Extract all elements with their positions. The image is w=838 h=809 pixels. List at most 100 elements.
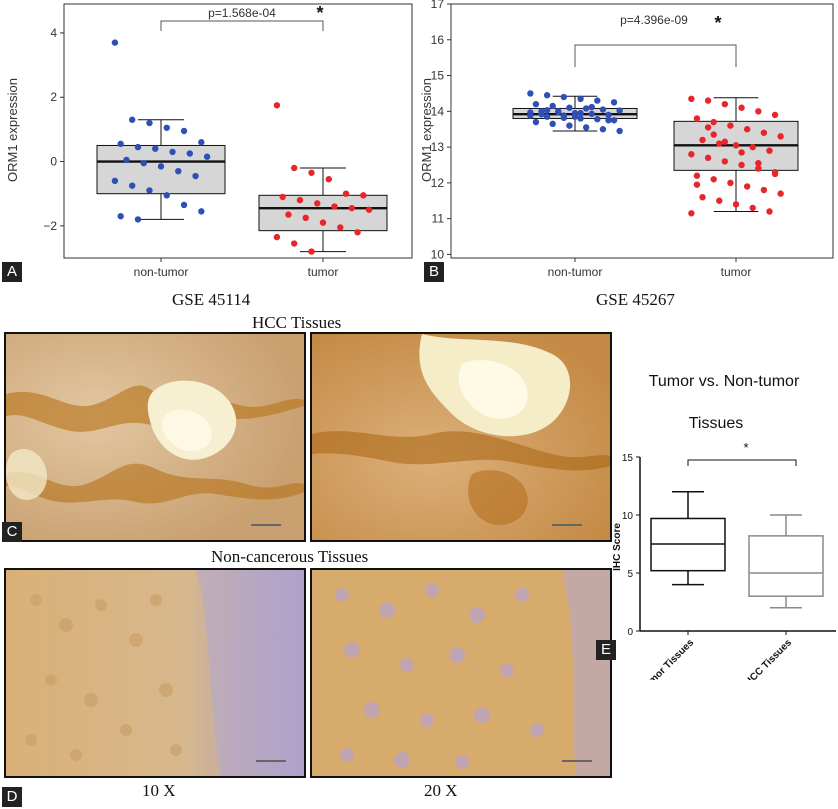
data-point <box>163 124 170 131</box>
data-point <box>203 153 211 160</box>
data-point <box>760 129 768 136</box>
data-point <box>549 120 556 128</box>
data-point <box>699 136 706 144</box>
chart-b: ORM1 expression 10 11 12 13 14 15 16 17 non-tumo… <box>420 0 834 279</box>
data-point <box>532 118 540 126</box>
data-point <box>348 204 355 212</box>
data-point <box>738 161 745 169</box>
magnification-label-10x: 10 X <box>142 781 176 800</box>
data-point <box>688 95 695 103</box>
panel-label-d: D <box>2 787 22 807</box>
data-point <box>732 142 740 149</box>
data-point <box>727 179 734 187</box>
micrograph-hcc-20x <box>310 332 612 542</box>
data-point <box>616 127 623 135</box>
data-point <box>543 107 551 114</box>
data-point <box>331 203 338 210</box>
significance-star: * <box>316 3 323 23</box>
data-point <box>302 214 309 222</box>
data-point <box>308 248 315 255</box>
data-point <box>365 206 373 213</box>
y-tick-label: 2 <box>50 90 57 104</box>
data-point <box>577 95 584 103</box>
data-point <box>129 182 136 189</box>
data-point <box>716 140 723 147</box>
x-tick-label: non-tumor <box>548 265 603 279</box>
data-point <box>566 122 573 129</box>
micrograph-noncancerous-20x <box>310 568 612 778</box>
y-tick-label: 11 <box>432 212 445 226</box>
data-point <box>134 216 142 223</box>
significance-bracket <box>160 20 324 31</box>
data-point <box>134 143 142 151</box>
y-tick-label: 0 <box>50 155 57 169</box>
data-point <box>337 224 344 231</box>
data-point <box>180 201 188 209</box>
micrograph-noncancerous-10x <box>4 568 306 778</box>
data-point <box>140 159 147 167</box>
y-tick-label: 10 <box>622 511 634 522</box>
micrograph-hcc-10x-image <box>6 334 304 540</box>
y-tick-label: 12 <box>431 176 445 190</box>
data-point <box>594 97 601 104</box>
p-value-label: p=4.396e-09 <box>620 13 688 27</box>
data-point <box>582 105 590 112</box>
data-point <box>755 165 762 172</box>
data-point <box>749 204 756 212</box>
x-tick-label: HCC Tissues <box>743 637 795 680</box>
data-point <box>610 117 618 124</box>
data-point <box>610 99 618 106</box>
caption-non-cancerous-tissues: Non-cancerous Tissues <box>211 547 369 566</box>
data-point <box>688 210 695 217</box>
panel-label-c: C <box>2 522 22 542</box>
data-point <box>721 100 729 108</box>
data-point <box>325 176 332 183</box>
data-point <box>314 200 321 207</box>
x-tick-label: non-tumor <box>134 265 189 279</box>
chart-b-ylabel: ORM1 expression <box>420 78 434 182</box>
data-point <box>588 110 595 118</box>
micrograph-hcc-10x <box>4 332 306 542</box>
data-point <box>577 115 584 122</box>
data-point <box>738 104 745 111</box>
data-point <box>342 190 350 197</box>
data-point <box>599 126 607 133</box>
data-point <box>594 115 601 123</box>
data-point <box>738 149 745 156</box>
data-point <box>766 208 773 215</box>
data-point <box>699 193 706 201</box>
chart-e: Tumor vs. Non-tumor Tissues IHC Score 0 5… <box>612 373 836 680</box>
data-point <box>549 102 556 110</box>
data-point <box>186 150 193 157</box>
data-point <box>360 192 367 199</box>
data-point <box>198 139 205 146</box>
panel-label-a: A <box>2 262 22 282</box>
data-point <box>616 107 623 114</box>
y-tick-label: 15 <box>431 69 445 83</box>
data-point <box>693 115 701 122</box>
data-point <box>175 167 182 175</box>
data-point <box>273 233 281 241</box>
y-tick-label: 4 <box>50 26 57 40</box>
data-point <box>727 122 734 129</box>
data-point <box>710 176 717 183</box>
data-point <box>123 156 130 164</box>
data-point <box>279 193 286 201</box>
data-point <box>743 183 751 190</box>
data-point <box>755 159 762 167</box>
data-point <box>527 90 534 97</box>
data-point <box>169 148 176 156</box>
data-point <box>693 172 701 179</box>
data-point <box>308 169 315 176</box>
data-point <box>749 143 756 151</box>
data-point <box>354 229 361 236</box>
data-point <box>704 97 712 104</box>
micrograph-noncancerous-20x-image <box>312 570 610 776</box>
dataset-label-gse-45267: GSE 45267 <box>596 290 675 309</box>
data-point <box>538 110 545 118</box>
y-tick-label: 17 <box>431 0 445 11</box>
data-point <box>716 197 723 204</box>
significance-bracket <box>687 459 797 466</box>
data-point <box>588 103 595 111</box>
data-point <box>721 138 729 145</box>
